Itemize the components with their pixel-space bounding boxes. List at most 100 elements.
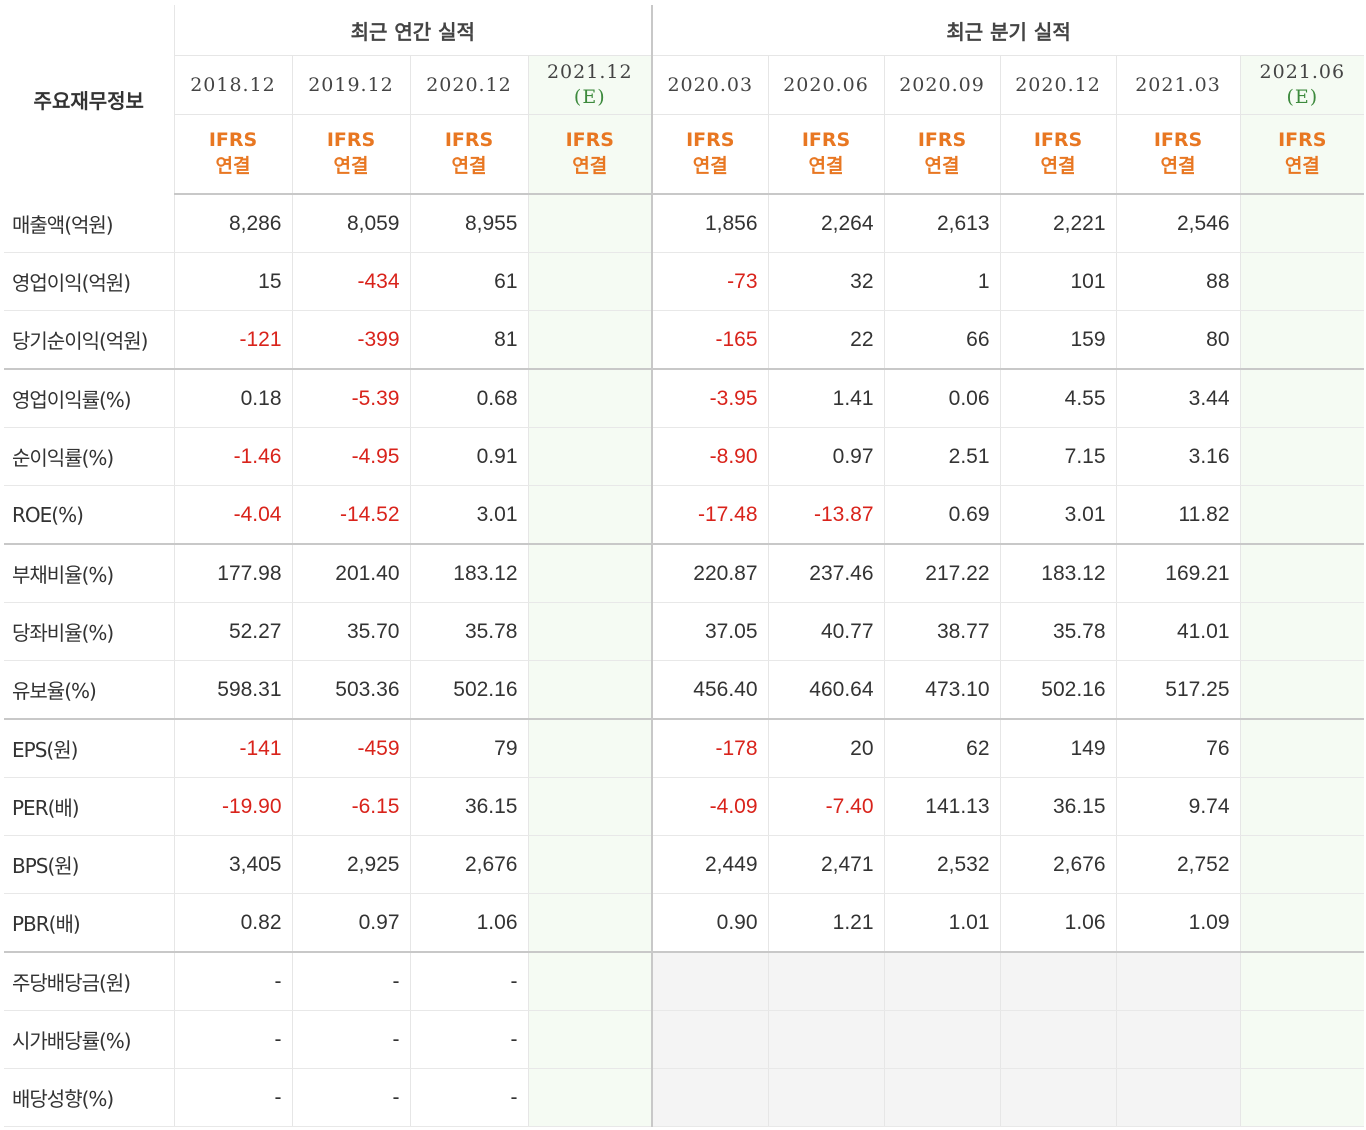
value-cell: -121 bbox=[173, 310, 292, 370]
value-cell: -459 bbox=[291, 719, 410, 778]
period-header: 2018.12 bbox=[173, 55, 292, 115]
value-cell: 169.21 bbox=[1115, 544, 1241, 603]
empty-cell bbox=[1115, 1068, 1241, 1127]
value-cell: -4.09 bbox=[651, 777, 769, 836]
value-cell: 7.15 bbox=[999, 427, 1117, 486]
ifrs-badge: IFRS 연결 bbox=[883, 114, 1001, 195]
empty-cell bbox=[767, 952, 885, 1011]
quarterly-group-header: 최근 분기 실적 bbox=[651, 5, 1365, 56]
value-cell: -5.39 bbox=[291, 369, 410, 428]
empty-cell bbox=[999, 1010, 1117, 1069]
ifrs-label: IFRS bbox=[208, 129, 258, 152]
row-label: BPS(원) bbox=[4, 835, 174, 894]
row-label: EPS(원) bbox=[4, 719, 174, 778]
value-cell: -17.48 bbox=[651, 485, 769, 545]
ifrs-label: IFRS bbox=[1033, 129, 1083, 152]
value-cell: - bbox=[409, 1010, 528, 1069]
ifrs-label: IFRS bbox=[565, 129, 614, 152]
value-cell: 0.97 bbox=[291, 893, 410, 953]
value-cell: -8.90 bbox=[651, 427, 769, 486]
value-cell bbox=[527, 777, 653, 836]
value-cell bbox=[1239, 194, 1365, 253]
empty-cell bbox=[651, 1068, 769, 1127]
row-label: PBR(배) bbox=[4, 893, 174, 953]
consolidated-label: 연결 bbox=[333, 155, 369, 177]
value-cell bbox=[1239, 602, 1365, 661]
row-label: 영업이익률(%) bbox=[4, 369, 174, 428]
value-cell: 9.74 bbox=[1115, 777, 1241, 836]
period-date: 2020.12 bbox=[1015, 73, 1101, 96]
empty-cell bbox=[767, 1010, 885, 1069]
empty-cell bbox=[883, 1068, 1001, 1127]
empty-cell bbox=[651, 952, 769, 1011]
value-cell: 0.06 bbox=[883, 369, 1001, 428]
value-cell bbox=[1239, 777, 1365, 836]
consolidated-label: 연결 bbox=[1160, 155, 1196, 177]
value-cell bbox=[527, 893, 653, 953]
table-row: 배당성향(%) - - - bbox=[4, 1068, 1365, 1127]
value-cell: 473.10 bbox=[883, 660, 1001, 720]
period-date: 2020.06 bbox=[783, 73, 869, 96]
empty-cell bbox=[883, 1010, 1001, 1069]
value-cell: 1.09 bbox=[1115, 893, 1241, 953]
value-cell bbox=[1239, 310, 1365, 370]
period-header: 2021.06 (E) bbox=[1239, 55, 1365, 115]
value-cell: 41.01 bbox=[1115, 602, 1241, 661]
value-cell: 0.69 bbox=[883, 485, 1001, 545]
value-cell: 8,955 bbox=[409, 194, 528, 253]
value-cell: 11.82 bbox=[1115, 485, 1241, 545]
value-cell bbox=[1239, 427, 1365, 486]
period-header: 2020.12 bbox=[409, 55, 528, 115]
table-row: 주당배당금(원) - - - bbox=[4, 952, 1365, 1011]
value-cell: 1.06 bbox=[409, 893, 528, 953]
consolidated-label: 연결 bbox=[572, 155, 608, 177]
value-cell bbox=[1239, 485, 1365, 545]
value-cell: -6.15 bbox=[291, 777, 410, 836]
value-cell: 35.70 bbox=[291, 602, 410, 661]
value-cell: 3,405 bbox=[173, 835, 292, 894]
value-cell: 40.77 bbox=[767, 602, 885, 661]
consolidated-label: 연결 bbox=[1040, 155, 1076, 177]
value-cell: 502.16 bbox=[409, 660, 528, 720]
value-cell: 1,856 bbox=[651, 194, 769, 253]
ifrs-label: IFRS bbox=[326, 129, 376, 152]
row-label: 배당성향(%) bbox=[4, 1068, 174, 1127]
row-label: 매출액(억원) bbox=[4, 194, 174, 253]
ifrs-label: IFRS bbox=[444, 129, 494, 152]
row-label: PER(배) bbox=[4, 777, 174, 836]
value-cell: 35.78 bbox=[409, 602, 528, 661]
value-cell: -14.52 bbox=[291, 485, 410, 545]
value-cell bbox=[527, 719, 653, 778]
value-cell: 2,546 bbox=[1115, 194, 1241, 253]
ifrs-badge: IFRS 연결 bbox=[527, 114, 653, 195]
empty-cell bbox=[767, 1068, 885, 1127]
empty-cell bbox=[651, 1010, 769, 1069]
value-cell: 1.21 bbox=[767, 893, 885, 953]
value-cell: 0.91 bbox=[409, 427, 528, 486]
value-cell: 15 bbox=[173, 252, 292, 311]
table-row: PBR(배) 0.82 0.97 1.06 0.90 1.21 1.01 1.06 1.09 bbox=[4, 893, 1365, 953]
value-cell: 2,221 bbox=[999, 194, 1117, 253]
value-cell: 2,471 bbox=[767, 835, 885, 894]
estimate-tag: (E) bbox=[1286, 86, 1319, 108]
value-cell: 0.68 bbox=[409, 369, 528, 428]
ifrs-badge: IFRS 연결 bbox=[409, 114, 528, 195]
value-cell: 3.01 bbox=[999, 485, 1117, 545]
value-cell: -399 bbox=[291, 310, 410, 370]
value-cell: 598.31 bbox=[173, 660, 292, 720]
value-cell: 80 bbox=[1115, 310, 1241, 370]
value-cell: 32 bbox=[767, 252, 885, 311]
value-cell: -1.46 bbox=[173, 427, 292, 486]
value-cell: 62 bbox=[883, 719, 1001, 778]
value-cell bbox=[527, 835, 653, 894]
consolidated-label: 연결 bbox=[808, 155, 844, 177]
row-label: 유보율(%) bbox=[4, 660, 174, 720]
value-cell bbox=[1239, 835, 1365, 894]
value-cell: 0.18 bbox=[173, 369, 292, 428]
period-date: 2021.03 bbox=[1135, 73, 1221, 96]
table-row: 유보율(%) 598.31 503.36 502.16 456.40 460.64 473.… bbox=[4, 660, 1365, 720]
consolidated-label: 연결 bbox=[215, 155, 251, 177]
row-label: 시가배당률(%) bbox=[4, 1010, 174, 1069]
annual-group-header: 최근 연간 실적 bbox=[173, 5, 653, 56]
table-row: ROE(%) -4.04 -14.52 3.01 -17.48 -13.87 0.69 3.0… bbox=[4, 485, 1365, 545]
